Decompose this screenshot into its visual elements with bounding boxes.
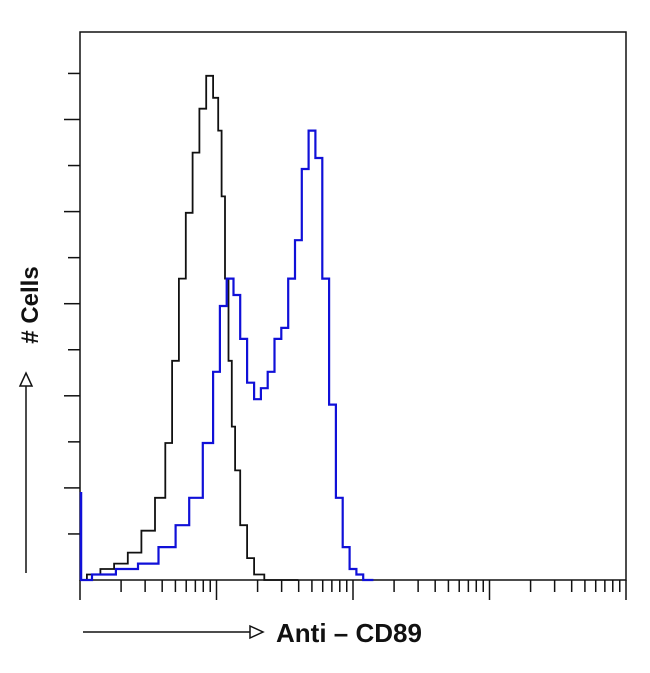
series-layer <box>79 74 374 582</box>
y-axis-ticks <box>64 72 80 535</box>
y-axis-arrow <box>18 371 34 573</box>
series-line-black <box>80 74 299 581</box>
series-line-blue <box>80 129 374 582</box>
x-axis-label: Anti – CD89 <box>276 618 422 648</box>
y-axis-label: # Cells <box>17 266 44 343</box>
x-axis-arrow <box>83 624 265 640</box>
x-axis-ticks <box>79 580 627 600</box>
